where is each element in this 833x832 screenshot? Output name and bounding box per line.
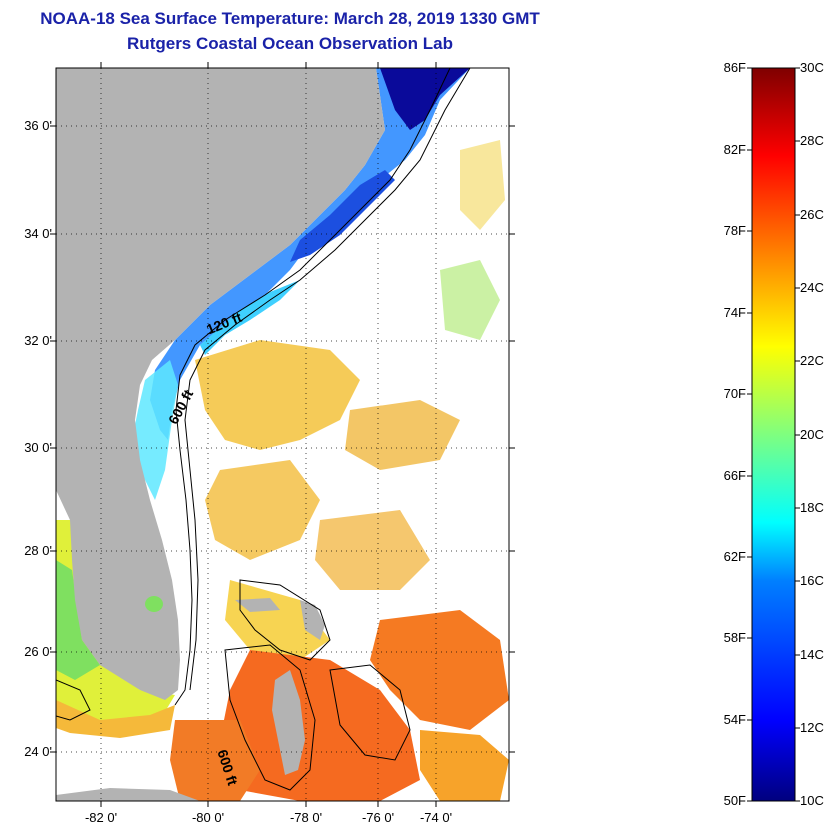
lat-label: 34 0' [24, 226, 52, 241]
lat-label: 28 0' [24, 543, 52, 558]
colorbar-c-label: 16C [800, 573, 824, 588]
lat-label: 32 0' [24, 333, 52, 348]
colorbar-f-label: 50F [723, 793, 746, 808]
colorbar-c-label: 20C [800, 427, 824, 442]
map-frame [55, 67, 510, 802]
colorbar-f-label: 58F [723, 630, 746, 645]
bahamas-andros [272, 670, 305, 775]
depth-contours [56, 68, 471, 791]
lat-label: 24 0' [24, 744, 52, 759]
colorbar-f-label: 74F [723, 305, 746, 320]
axis-ticks [50, 62, 515, 807]
lat-label: 36 0' [24, 118, 52, 133]
lon-label: -80 0' [191, 810, 225, 825]
colorbar-f-label: 66F [723, 468, 746, 483]
colorbar [751, 67, 796, 802]
colorbar-f-label: 62F [723, 549, 746, 564]
colorbar-c-label: 28C [800, 133, 824, 148]
colorbar-c-label: 14C [800, 647, 824, 662]
lon-label: -76 0' [361, 810, 395, 825]
map-subtitle: Rutgers Coastal Ocean Observation Lab [127, 34, 453, 53]
colorbar-c-label: 12C [800, 720, 824, 735]
cuba-edge [56, 788, 200, 801]
landmass [56, 68, 385, 700]
lon-label: -74 0' [419, 810, 453, 825]
colorbar-c-label: 30C [800, 60, 824, 75]
colorbar-c-label: 22C [800, 353, 824, 368]
lake-okeechobee [145, 596, 163, 612]
colorbar-f-label: 54F [723, 712, 746, 727]
colorbar-f-label: 82F [723, 142, 746, 157]
map-area [56, 68, 509, 801]
colorbar-f-label: 86F [723, 60, 746, 75]
colorbar-c-label: 10C [800, 793, 824, 808]
colorbar-c-label: 18C [800, 500, 824, 515]
bahamas-grand [235, 598, 280, 612]
lon-label: -82 0' [84, 810, 118, 825]
colorbar-ticks [747, 67, 800, 802]
lon-label: -78 0' [289, 810, 323, 825]
map-grid [56, 68, 509, 801]
lat-label: 30 0' [24, 440, 52, 455]
sst-patches [56, 68, 509, 801]
colorbar-c-label: 26C [800, 207, 824, 222]
bahamas-abaco [300, 600, 325, 640]
map-title: NOAA-18 Sea Surface Temperature: March 2… [40, 9, 540, 28]
colorbar-c-label: 24C [800, 280, 824, 295]
colorbar-f-label: 78F [723, 223, 746, 238]
lat-label: 26 0' [24, 644, 52, 659]
colorbar-f-label: 70F [723, 386, 746, 401]
